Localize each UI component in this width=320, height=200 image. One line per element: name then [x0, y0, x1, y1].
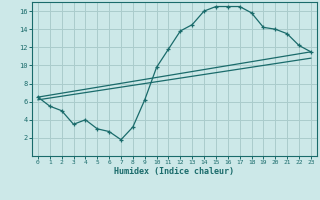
- X-axis label: Humidex (Indice chaleur): Humidex (Indice chaleur): [115, 167, 234, 176]
